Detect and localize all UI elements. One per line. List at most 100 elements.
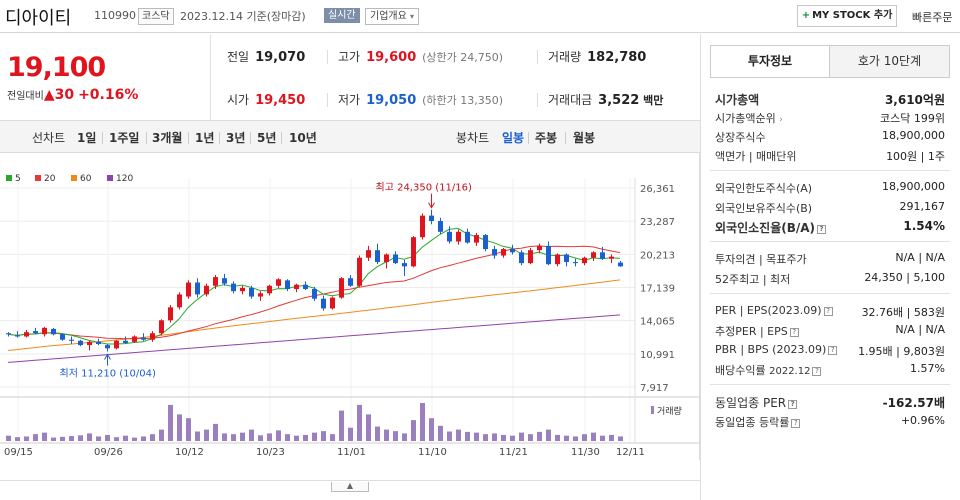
legend-label: 20 — [44, 174, 56, 184]
period-1w[interactable]: 1주일 — [109, 131, 140, 145]
candle-body — [69, 339, 74, 341]
candle-body — [33, 331, 38, 334]
add-my-stock-label: MY STOCK 추가 — [812, 10, 893, 21]
candle-body — [258, 293, 263, 297]
foreign-hold-label: 외국인보유주식수(B) — [715, 202, 813, 215]
volume: 거래량 182,780 — [548, 48, 646, 65]
candle-body — [87, 341, 92, 346]
help-icon[interactable]: ? — [791, 419, 801, 428]
legend-swatch — [35, 175, 41, 181]
stock-code: 110990 — [94, 9, 136, 22]
help-icon[interactable]: ? — [828, 346, 838, 355]
volume-bar — [150, 434, 155, 441]
tab-order-book[interactable]: 호가 10단계 — [830, 46, 949, 77]
y-tick-label: 23,287 — [640, 217, 675, 228]
help-icon[interactable]: ? — [817, 225, 827, 234]
upper-limit: (상한가 24,750) — [422, 51, 504, 64]
x-tick-label: 09/15 — [4, 447, 33, 458]
candle-body — [114, 340, 119, 349]
volume-bar — [24, 436, 29, 441]
per-label: PER | EPS(2023.09) — [715, 304, 822, 317]
divider — [0, 480, 700, 481]
candle-body — [510, 249, 515, 253]
volume-legend-label: 거래량 — [657, 405, 682, 417]
opinion-value: N/A | N/A — [895, 251, 945, 264]
period-5y[interactable]: 5년 — [257, 131, 277, 145]
divider — [710, 384, 950, 385]
candle-body — [402, 263, 407, 267]
volume-value: 182,780 — [587, 50, 647, 65]
candle-body — [528, 250, 533, 264]
volume-bar — [438, 425, 443, 441]
candle-body — [132, 336, 137, 342]
candle-body — [339, 278, 344, 298]
y-tick-label: 20,213 — [640, 250, 675, 261]
x-tick-label: 11/10 — [418, 447, 447, 458]
divider — [102, 132, 103, 144]
period-10y[interactable]: 10년 — [289, 131, 317, 145]
divider — [537, 50, 538, 64]
ma120-line — [7, 314, 621, 363]
chart-resize-handle[interactable]: ▲ — [331, 482, 369, 492]
period-3y[interactable]: 3년 — [226, 131, 246, 145]
opinion-label: 투자의견 | 목표주가 — [715, 253, 807, 266]
volume-bar — [483, 434, 488, 441]
trade-amount: 거래대금 3,522 백만 — [548, 91, 663, 108]
help-icon[interactable]: ? — [788, 400, 798, 409]
x-tick-label: 10/23 — [256, 447, 285, 458]
market-cap-value: 3,610억원 — [884, 93, 945, 107]
candle-body — [159, 320, 164, 334]
candle-monthly[interactable]: 월봉 — [573, 131, 596, 145]
chevron-right-icon: › — [779, 115, 783, 125]
foreign-ratio-value: 1.54% — [903, 219, 945, 233]
volume-bar — [33, 434, 38, 441]
tab-invest-info[interactable]: 투자정보 — [711, 46, 830, 77]
shares-value: 18,900,000 — [882, 129, 945, 142]
base-date: 2023.12.14 기준(장마감) — [180, 10, 306, 23]
legend-swatch — [107, 175, 113, 181]
volume-bar — [267, 433, 272, 441]
add-my-stock-button[interactable]: + MY STOCK 추가 — [797, 5, 897, 27]
volume-bar — [222, 433, 227, 441]
prev-value: 19,070 — [255, 50, 306, 65]
realtime-button[interactable]: 실시간 — [324, 8, 360, 23]
volume-bar — [555, 434, 560, 441]
candle-body — [240, 287, 245, 292]
volume-bar — [285, 434, 290, 441]
candle-body — [222, 278, 227, 284]
volume-bar — [465, 431, 470, 441]
y-tick-label: 14,065 — [640, 317, 675, 328]
help-icon[interactable]: ? — [812, 367, 822, 376]
stock-chart[interactable]: 26,361 23,287 20,213 17,139 14,065 10,991 7,91… — [0, 153, 700, 460]
per-value: 32.76배 | 583원 — [861, 306, 945, 319]
open-label: 시가 — [227, 93, 250, 107]
sector-per-value: -162.57배 — [882, 396, 945, 410]
help-icon[interactable]: ? — [789, 328, 799, 337]
candle-body — [186, 282, 191, 297]
help-icon[interactable]: ? — [823, 307, 833, 316]
pbr-label: PBR | BPS (2023.09) — [715, 343, 827, 356]
foreign-ratio-label: 외국인소진율(B/A) — [715, 221, 816, 235]
candle-weekly[interactable]: 주봉 — [535, 131, 558, 145]
volume-bar — [312, 432, 317, 441]
candle-body — [492, 249, 497, 256]
period-1d[interactable]: 1일 — [77, 131, 97, 145]
par-label: 액면가 | 매매단위 — [715, 150, 797, 163]
candle-body — [393, 254, 398, 264]
period-3m[interactable]: 3개월 — [152, 131, 183, 145]
low-value: 19,050 — [366, 93, 417, 108]
change-percent: +0.16% — [78, 87, 139, 103]
volume-bar — [348, 427, 353, 441]
volume-bar — [60, 436, 65, 441]
period-1y[interactable]: 1년 — [195, 131, 215, 145]
candlestick-chart[interactable]: 26,361 23,287 20,213 17,139 14,065 10,991 7,91… — [0, 153, 700, 460]
candle-body — [141, 337, 146, 340]
candle-daily[interactable]: 일봉 — [502, 131, 525, 145]
pbr-value: 1.95배 | 9,803원 — [858, 345, 945, 358]
company-info-dropdown[interactable]: 기업개요 ▾ — [365, 8, 420, 25]
rank-label: 시가총액순위 — [715, 112, 776, 125]
quick-order-link[interactable]: 빠른주문 — [912, 11, 953, 24]
divider — [146, 132, 147, 144]
candle-body — [555, 254, 560, 265]
volume-bar — [321, 431, 326, 441]
